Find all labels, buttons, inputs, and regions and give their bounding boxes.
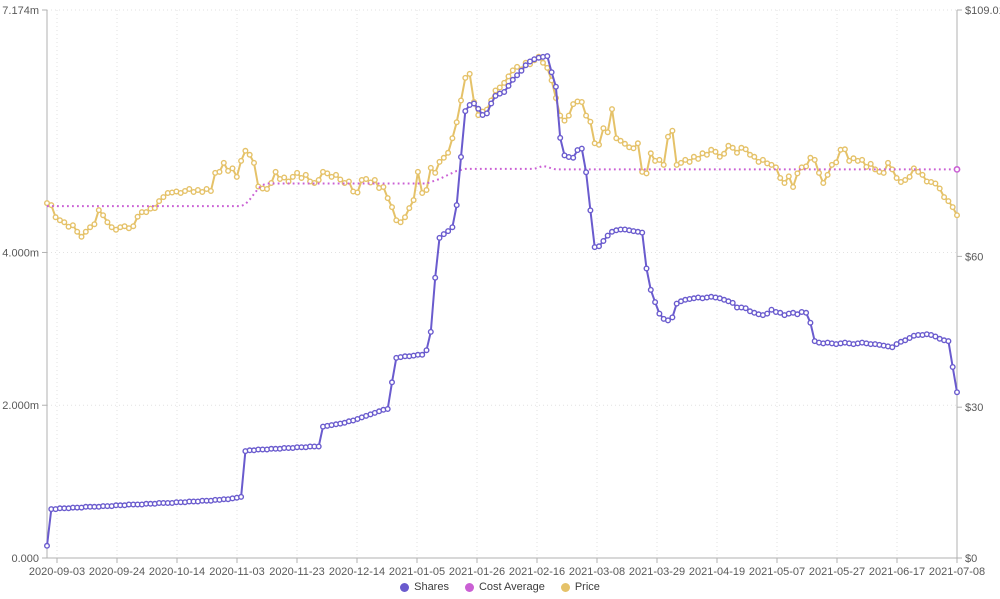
x-axis-tick-label: 2021-02-16	[509, 566, 565, 578]
legend-label-shares: Shares	[414, 580, 449, 593]
series-price	[44, 53, 961, 240]
x-axis-tick-label: 2021-01-05	[389, 566, 445, 578]
cost-average-legend-dot-icon	[464, 582, 474, 592]
x-axis-tick-label: 2021-06-17	[869, 566, 925, 578]
chart-legend: Shares Cost Average Price	[0, 577, 1000, 597]
legend-label-cost-average: Cost Average	[478, 580, 545, 593]
x-axis-tick-label: 2021-03-29	[629, 566, 685, 578]
right-axis-tick-label: $60	[965, 251, 983, 263]
left-axis-tick-label: 4.000m	[2, 247, 39, 259]
right-axis-tick-label: $0	[965, 553, 977, 565]
right-axis-tick-label: $30	[965, 402, 983, 414]
legend-label-price: Price	[574, 580, 600, 593]
x-axis-tick-label: 2020-11-23	[269, 566, 324, 578]
legend-item-shares[interactable]: Shares	[400, 580, 449, 593]
left-axis-labels: 7.174m 4.000m 2.000m 0.000	[2, 5, 47, 565]
x-axis-labels: 2020-09-03 2020-09-24 2020-10-14 2020-11-03…	[29, 558, 985, 578]
axes	[46, 10, 958, 559]
left-axis-tick-label: 2.000m	[2, 400, 39, 412]
legend-item-price[interactable]: Price	[560, 580, 600, 593]
x-axis-tick-label: 2021-05-07	[749, 566, 805, 578]
x-axis-tick-label: 2020-12-14	[329, 566, 385, 578]
x-axis-tick-label: 2020-10-14	[149, 566, 205, 578]
series-cost-average	[47, 164, 961, 208]
x-axis-tick-label: 2021-07-08	[929, 566, 985, 578]
x-axis-tick-label: 2021-03-08	[569, 566, 625, 578]
x-axis-tick-label: 2020-09-03	[29, 566, 85, 578]
x-axis-tick-label: 2021-04-19	[689, 566, 745, 578]
legend-item-cost-average[interactable]: Cost Average	[464, 580, 545, 593]
price-legend-dot-icon	[560, 582, 570, 592]
shares-legend-dot-icon	[400, 582, 410, 592]
x-axis-tick-label: 2021-05-27	[809, 566, 865, 578]
right-axis-labels: $109.01 $60 $30 $0	[957, 5, 1000, 565]
left-axis-tick-label: 7.174m	[2, 5, 39, 17]
x-axis-tick-label: 2021-01-26	[449, 566, 505, 578]
left-axis-tick-label: 0.000	[11, 553, 39, 565]
series-shares	[44, 53, 961, 549]
right-axis-tick-label: $109.01	[965, 5, 1000, 17]
x-axis-tick-label: 2020-09-24	[89, 566, 145, 578]
x-axis-tick-label: 2020-11-03	[209, 566, 264, 578]
